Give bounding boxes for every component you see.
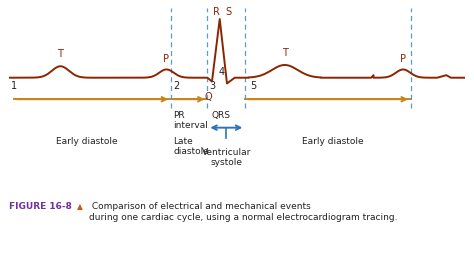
Text: 3: 3	[210, 81, 216, 91]
Text: Late
diastole: Late diastole	[173, 137, 209, 156]
Text: Early diastole: Early diastole	[56, 137, 118, 146]
Text: 4: 4	[219, 67, 225, 77]
Text: 5: 5	[250, 81, 256, 91]
Text: PR
interval: PR interval	[173, 111, 208, 130]
Text: 2: 2	[173, 81, 180, 91]
Text: T: T	[282, 48, 288, 58]
Text: QRS: QRS	[212, 111, 231, 120]
Text: Comparison of electrical and mechanical events
during one cardiac cycle, using a: Comparison of electrical and mechanical …	[89, 202, 398, 222]
Text: Q: Q	[204, 92, 212, 102]
Text: R: R	[213, 7, 220, 17]
Text: FIGURE 16-8: FIGURE 16-8	[9, 202, 73, 211]
Text: P: P	[400, 54, 406, 64]
Text: ▲: ▲	[77, 202, 82, 211]
Text: S: S	[226, 7, 232, 17]
Text: T: T	[57, 49, 64, 59]
Text: 1: 1	[11, 81, 17, 91]
Text: P: P	[164, 54, 170, 64]
Text: Ventricular
systole: Ventricular systole	[201, 148, 251, 167]
Text: Early diastole: Early diastole	[302, 137, 364, 146]
